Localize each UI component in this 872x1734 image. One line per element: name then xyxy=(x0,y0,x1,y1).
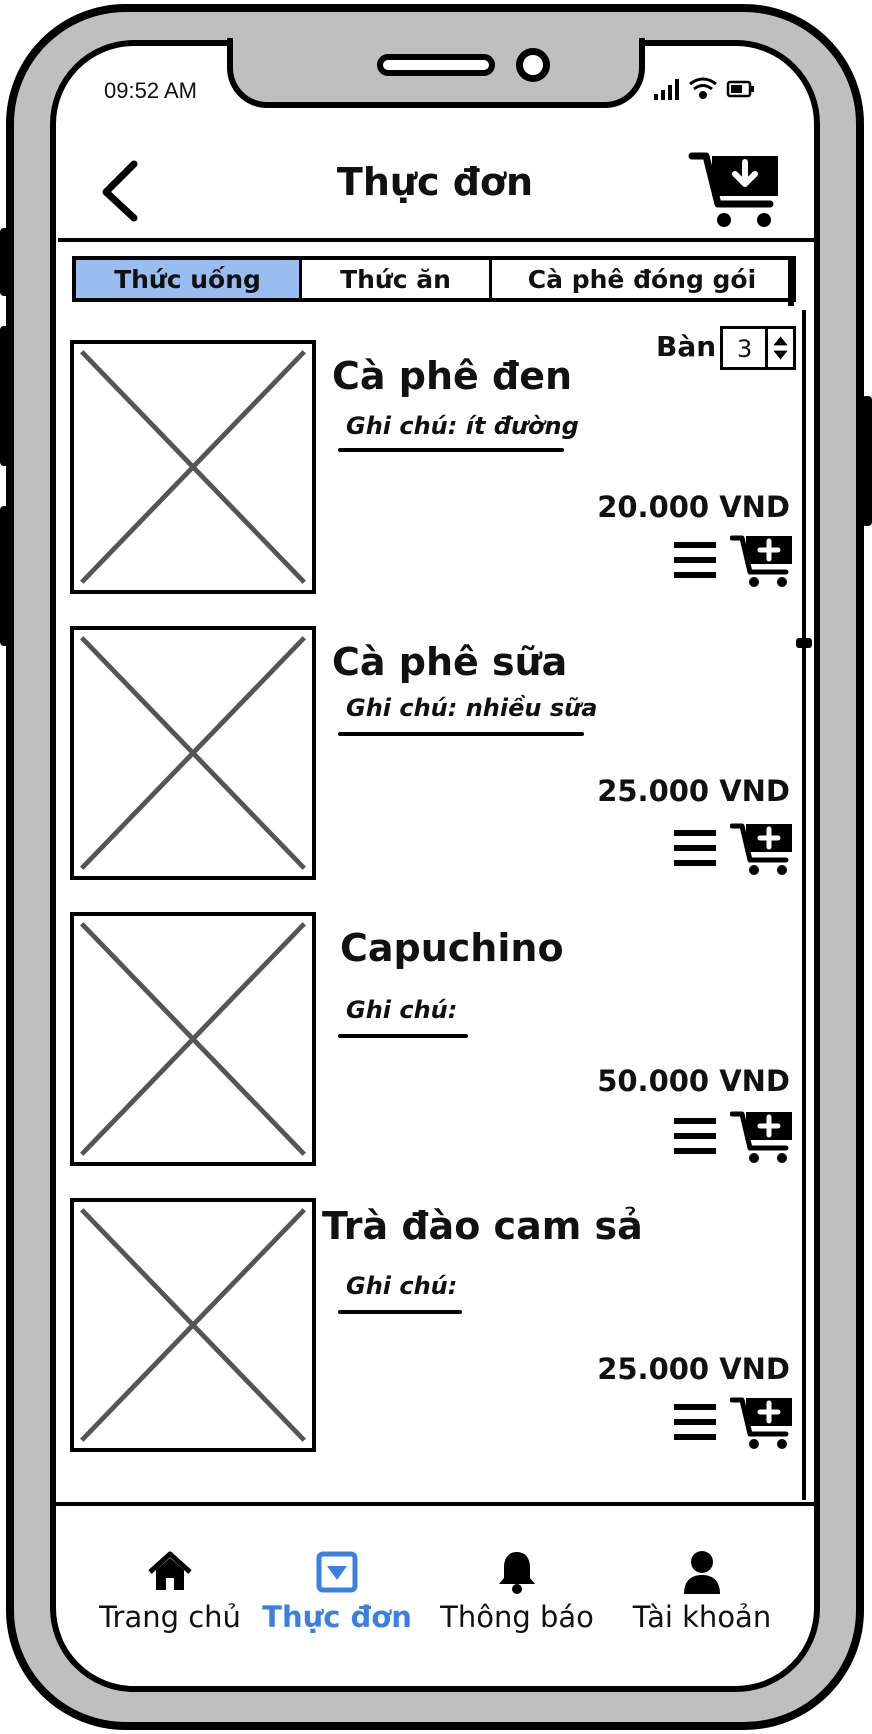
phone-side-button xyxy=(0,228,10,296)
phone-side-button xyxy=(862,396,872,526)
menu-item: Capuchino Ghi chú: 50.000 VND xyxy=(70,912,800,1168)
table-label: Bàn xyxy=(656,330,717,363)
wifi-icon xyxy=(689,77,717,99)
item-price: 20.000 VND xyxy=(597,490,790,524)
item-note[interactable]: Ghi chú: nhiều sữa xyxy=(346,694,598,722)
menu-dropdown-icon xyxy=(316,1551,358,1593)
item-name: Trà đào cam sả xyxy=(322,1204,643,1248)
nav-item-tai-khoan[interactable]: Tài khoản xyxy=(607,1548,797,1634)
scrollbar-thumb[interactable] xyxy=(796,638,812,648)
tab-ca-phe-dong-goi[interactable]: Cà phê đóng gói xyxy=(527,264,757,294)
item-name: Cà phê đen xyxy=(332,354,573,398)
nav-label: Thông báo xyxy=(440,1600,594,1634)
nav-label: Thực đơn xyxy=(262,1600,412,1634)
phone-side-button xyxy=(0,506,10,646)
item-note[interactable]: Ghi chú: xyxy=(346,996,458,1024)
item-image-placeholder xyxy=(70,626,316,880)
battery-icon xyxy=(726,80,754,98)
hamburger-menu-icon[interactable] xyxy=(674,1116,716,1156)
menu-item: Cà phê sữa Ghi chú: nhiều sữa 25.000 VND xyxy=(70,626,800,882)
add-to-cart-icon[interactable] xyxy=(730,1108,794,1164)
note-underline xyxy=(338,732,584,736)
nav-item-thuc-don[interactable]: Thực đơn xyxy=(242,1548,432,1634)
item-name: Cà phê sữa xyxy=(332,640,568,684)
category-tabs: Thức uống Thức ăn Cà phê đóng gói xyxy=(72,256,796,302)
phone-speaker xyxy=(377,54,495,76)
item-note[interactable]: Ghi chú: xyxy=(346,1272,458,1300)
item-image-placeholder xyxy=(70,912,316,1166)
tab-thuc-uong[interactable]: Thức uống xyxy=(76,260,302,298)
phone-side-button xyxy=(0,326,10,466)
status-time: 09:52 AM xyxy=(104,78,197,103)
page-title: Thực đơn xyxy=(336,160,534,204)
item-note[interactable]: Ghi chú: ít đường xyxy=(346,412,579,440)
phone-camera xyxy=(516,48,550,82)
nav-item-thong-bao[interactable]: Thông báo xyxy=(422,1548,612,1634)
menu-item: Trà đào cam sả Ghi chú: 25.000 VND xyxy=(70,1198,800,1454)
item-price: 25.000 VND xyxy=(597,1352,790,1386)
add-to-cart-icon[interactable] xyxy=(730,1394,794,1450)
table-number-value: 3 xyxy=(737,335,753,363)
signal-icon xyxy=(654,79,679,100)
add-to-cart-icon[interactable] xyxy=(730,532,794,588)
user-icon xyxy=(684,1551,720,1594)
menu-item: Cà phê đen Ghi chú: ít đường 20.000 VND xyxy=(70,340,800,596)
item-name: Capuchino xyxy=(340,926,564,970)
hamburger-menu-icon[interactable] xyxy=(674,540,716,580)
note-underline xyxy=(338,1310,462,1314)
back-chevron-icon[interactable] xyxy=(96,158,146,224)
item-image-placeholder xyxy=(70,340,316,594)
header-divider xyxy=(58,238,814,242)
nav-label: Tài khoản xyxy=(632,1600,772,1634)
status-icons xyxy=(654,77,754,100)
note-underline xyxy=(338,448,564,452)
hamburger-menu-icon[interactable] xyxy=(674,1402,716,1442)
stepper-arrows-icon[interactable] xyxy=(765,329,793,367)
note-underline xyxy=(338,1034,468,1038)
scrollbar-track[interactable] xyxy=(802,310,806,1500)
item-price: 25.000 VND xyxy=(597,774,790,808)
item-image-placeholder xyxy=(70,1198,316,1452)
bell-icon xyxy=(499,1552,535,1594)
add-to-cart-icon[interactable] xyxy=(730,820,794,876)
tabs-shadow xyxy=(788,260,794,306)
nav-item-trang-chu[interactable]: Trang chủ xyxy=(75,1548,265,1634)
nav-label: Trang chủ xyxy=(99,1600,241,1634)
bottom-nav-divider xyxy=(56,1502,816,1506)
cart-download-icon[interactable] xyxy=(688,148,786,232)
tab-thuc-an[interactable]: Thức ăn xyxy=(302,260,492,298)
hamburger-menu-icon[interactable] xyxy=(674,828,716,868)
item-price: 50.000 VND xyxy=(597,1064,790,1098)
table-number-stepper[interactable]: 3 xyxy=(720,326,796,370)
home-icon xyxy=(148,1551,192,1590)
